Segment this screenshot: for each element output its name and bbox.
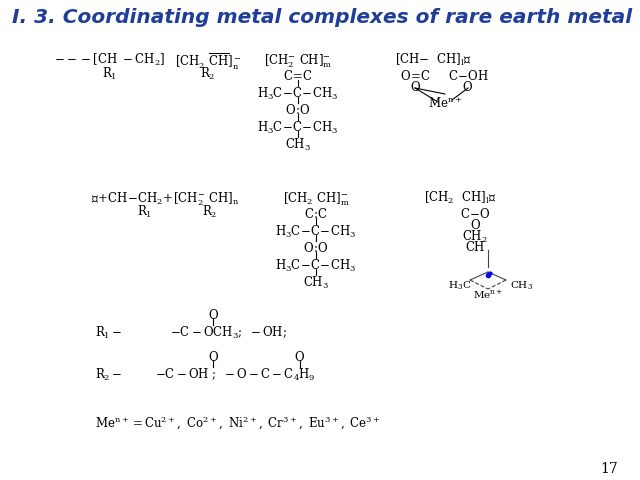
Text: $\mathdefault{Me^{n+}=Cu^{2+},\ Co^{2+},\ Ni^{2+},\ Cr^{3+},\ Eu^{3+},\ Ce^{3+}}: $\mathdefault{Me^{n+}=Cu^{2+},\ Co^{2+},…	[95, 415, 381, 432]
Text: $\mathdefault{---[CH\ -CH_2]}$: $\mathdefault{---[CH\ -CH_2]}$	[54, 52, 166, 68]
Text: $\mathdefault{C\!-\!OH}$: $\mathdefault{C\!-\!OH}$	[447, 69, 488, 83]
Text: $\mathdefault{H_3C}$: $\mathdefault{H_3C}$	[449, 279, 472, 291]
Text: $\mathdefault{CH_3}$: $\mathdefault{CH_3}$	[285, 137, 311, 153]
Text: $\mathdefault{[CH_2\ CH]_m^{-}}$: $\mathdefault{[CH_2\ CH]_m^{-}}$	[282, 190, 349, 207]
Text: $\mathdefault{C\!=\!C}$: $\mathdefault{C\!=\!C}$	[283, 69, 313, 83]
Text: 17: 17	[600, 462, 618, 476]
Text: $\mathdefault{CH}$: $\mathdefault{CH}$	[465, 240, 485, 254]
Text: $\mathdefault{R_2}$: $\mathdefault{R_2}$	[202, 204, 218, 220]
Text: $\mathdefault{Me^{n+}}$: $\mathdefault{Me^{n+}}$	[428, 96, 462, 110]
Text: $\mathdefault{[CH_2\ \overline{CH}]_n^-}$: $\mathdefault{[CH_2\ \overline{CH}]_n^-}…	[175, 52, 241, 72]
Text: $\mathdefault{O}$: $\mathdefault{O}$	[463, 80, 474, 94]
Text: $\mathdefault{CH_3}$: $\mathdefault{CH_3}$	[510, 279, 533, 291]
Text: $\mathdefault{O\!=\!C}$: $\mathdefault{O\!=\!C}$	[400, 69, 430, 83]
Text: $\mathdefault{[CH_2^{-}\ CH]_m^{-}}$: $\mathdefault{[CH_2^{-}\ CH]_m^{-}}$	[264, 52, 332, 70]
Text: $\mathdefault{H_3C\!-\!C\!-\!CH_3}$: $\mathdefault{H_3C\!-\!C\!-\!CH_3}$	[275, 258, 356, 274]
Text: $\mathdefault{O\!:\!O}$: $\mathdefault{O\!:\!O}$	[285, 103, 310, 117]
Text: $\mathdefault{-C-OH\ ;\ -O-C-C_4H_9}$: $\mathdefault{-C-OH\ ;\ -O-C-C_4H_9}$	[155, 367, 316, 383]
Text: $\mathdefault{CH_2}$: $\mathdefault{CH_2}$	[462, 229, 488, 245]
Text: $\mathdefault{[CH{-}\ \ CH]_l\cdots}$: $\mathdefault{[CH{-}\ \ CH]_l\cdots}$	[395, 52, 471, 68]
Text: $\mathdefault{O}$: $\mathdefault{O}$	[410, 80, 420, 94]
Text: $\mathdefault{C\!-\!O}$: $\mathdefault{C\!-\!O}$	[460, 207, 490, 221]
Text: $\mathdefault{CH_3}$: $\mathdefault{CH_3}$	[303, 275, 329, 291]
Text: $\mathdefault{H_3C\!-\!C\!-\!CH_3}$: $\mathdefault{H_3C\!-\!C\!-\!CH_3}$	[257, 120, 339, 136]
Text: $\mathdefault{H_3C\!-\!C\!-\!CH_3}$: $\mathdefault{H_3C\!-\!C\!-\!CH_3}$	[257, 86, 339, 102]
Text: $\mathdefault{C\!:\!C}$: $\mathdefault{C\!:\!C}$	[304, 207, 328, 221]
Text: $\mathdefault{[CH_2\ \ CH]_l\cdots}$: $\mathdefault{[CH_2\ \ CH]_l\cdots}$	[424, 190, 496, 206]
Text: $\mathdefault{O\!:\!O}$: $\mathdefault{O\!:\!O}$	[303, 241, 329, 255]
Text: $\mathdefault{O}$: $\mathdefault{O}$	[470, 218, 481, 232]
Text: $\mathdefault{R_1}$: $\mathdefault{R_1}$	[138, 204, 152, 220]
Text: $\mathdefault{\cdots\!+\!CH\!-\!CH_2\!+\![CH_2^{-}\ CH]_n}$: $\mathdefault{\cdots\!+\!CH\!-\!CH_2\!+\…	[91, 190, 239, 207]
Text: I. 3. Coordinating metal complexes of rare earth metal cations: I. 3. Coordinating metal complexes of ra…	[12, 8, 640, 27]
Text: $\mathdefault{O}$: $\mathdefault{O}$	[207, 350, 218, 364]
Text: $\mathdefault{Me^{n+}}$: $\mathdefault{Me^{n+}}$	[473, 289, 503, 301]
Text: $\mathdefault{O}$: $\mathdefault{O}$	[207, 308, 218, 322]
Text: $\mathdefault{R_2-}$: $\mathdefault{R_2-}$	[95, 367, 122, 383]
Text: $\mathdefault{R_2}$: $\mathdefault{R_2}$	[200, 66, 216, 82]
Text: $\mathdefault{R_1-}$: $\mathdefault{R_1-}$	[95, 325, 122, 341]
Text: $\mathdefault{O}$: $\mathdefault{O}$	[294, 350, 305, 364]
Text: $\mathdefault{R_1}$: $\mathdefault{R_1}$	[102, 66, 118, 82]
Text: $\mathdefault{-C-OCH_3;\ -OH;}$: $\mathdefault{-C-OCH_3;\ -OH;}$	[170, 325, 287, 341]
Text: $\mathdefault{H_3C\!-\!C\!-\!CH_3}$: $\mathdefault{H_3C\!-\!C\!-\!CH_3}$	[275, 224, 356, 240]
